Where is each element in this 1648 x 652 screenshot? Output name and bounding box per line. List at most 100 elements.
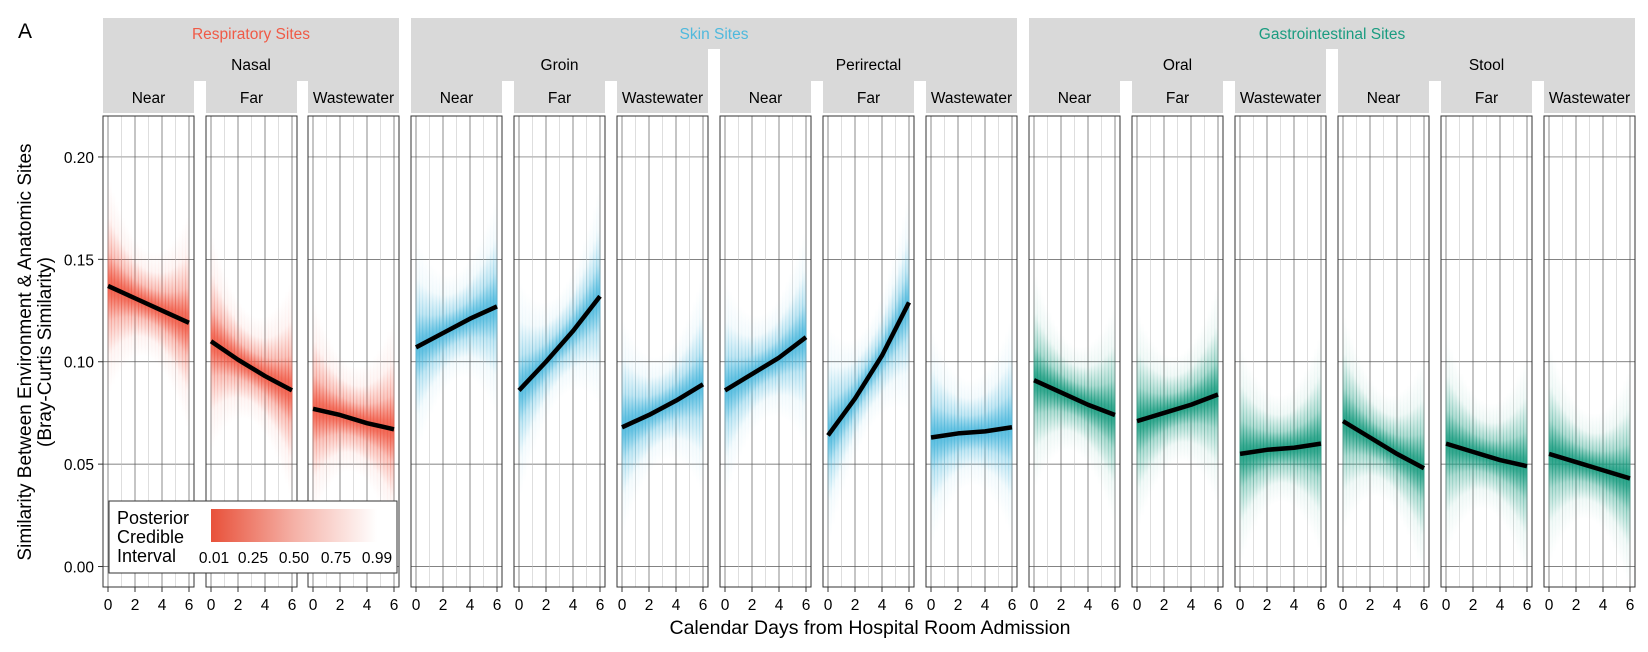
panel-border (205, 115, 298, 588)
x-tick-label: 4 (158, 597, 167, 614)
legend-title-line: Interval (117, 546, 176, 566)
x-tick-label: 2 (336, 597, 345, 614)
panel-border (1543, 115, 1636, 588)
panel-border (1440, 115, 1533, 588)
facet-panel (925, 115, 1018, 588)
x-tick-label: 4 (363, 597, 372, 614)
x-tick-label: 2 (1366, 597, 1375, 614)
panel-strip-label: Far (240, 90, 263, 107)
median-line (1033, 378, 1116, 418)
y-tick-label: 0.15 (64, 252, 94, 269)
panel-strip (617, 81, 708, 113)
panel-border (1234, 115, 1327, 588)
x-tick-label: 4 (1187, 597, 1196, 614)
panel-strip-label: Far (1166, 90, 1189, 107)
x-tick-label: 4 (672, 597, 681, 614)
x-axis-title: Calendar Days from Hospital Room Admissi… (670, 617, 1071, 639)
x-tick-label: 2 (851, 597, 860, 614)
median-line (1239, 441, 1322, 457)
x-tick-label: 0 (1339, 597, 1348, 614)
panel-letter: A (18, 20, 32, 43)
facet-panel (1234, 115, 1327, 588)
legend-title-line: Posterior (117, 508, 189, 528)
x-tick-label: 6 (1214, 597, 1223, 614)
panel-strip (823, 81, 914, 113)
panel-border (307, 115, 400, 588)
facet-panel (1028, 115, 1121, 588)
facet-panel (102, 115, 195, 588)
group-strip (411, 18, 1017, 49)
median-line (1445, 441, 1528, 469)
panel-strip-label: Far (548, 90, 571, 107)
x-tick-label: 2 (748, 597, 757, 614)
y-axis: 0.00 0.05 0.10 0.15 0.20 (64, 150, 103, 577)
x-tick-label: 0 (412, 597, 421, 614)
x-tick-label: 6 (1008, 597, 1017, 614)
panel-strip-label: Far (1475, 90, 1498, 107)
y-tick-label: 0.10 (64, 355, 95, 372)
panel-border (102, 115, 195, 588)
site-strip-label: Oral (1163, 57, 1192, 74)
group-strip (103, 18, 399, 49)
panel-strip (926, 81, 1017, 113)
median-line (209, 339, 294, 393)
x-tick-label: 2 (542, 597, 551, 614)
panel-strip (720, 81, 811, 113)
panel-strip-label: Wastewater (313, 90, 394, 107)
site-strip (1338, 49, 1635, 81)
site-strip-label: Nasal (231, 57, 271, 74)
facet-panel (719, 115, 812, 588)
group-strip-label: Skin Sites (680, 26, 749, 43)
site-strip (720, 49, 1017, 81)
x-tick-label: 6 (1111, 597, 1120, 614)
median-line (723, 335, 808, 393)
panel-strip-label: Wastewater (1549, 90, 1630, 107)
site-strip (103, 49, 399, 81)
panel-strip (1338, 81, 1429, 113)
y-axis-title: Similarity Between Environment & Anatomi… (15, 143, 36, 560)
x-tick-label: 4 (1084, 597, 1093, 614)
panel-strip (103, 81, 194, 113)
x-tick-label: 0 (824, 597, 833, 614)
x-tick-label: 2 (1057, 597, 1066, 614)
x-tick-label: 0 (1236, 597, 1245, 614)
legend-tick-label: 0.25 (238, 550, 268, 567)
x-tick-label: 6 (905, 597, 914, 614)
panel-border (1131, 115, 1224, 588)
x-tick-label: 0 (207, 597, 216, 614)
panel-strip-label: Near (132, 90, 166, 107)
facet-panel (1131, 115, 1224, 588)
x-tick-label: 0 (927, 597, 936, 614)
x-tick-label: 0 (309, 597, 318, 614)
panel-strip (1132, 81, 1223, 113)
x-tick-label: 0 (721, 597, 730, 614)
x-tick-label: 6 (596, 597, 605, 614)
x-tick-label: 2 (954, 597, 963, 614)
x-tick-label: 2 (439, 597, 448, 614)
y-axis-title-sub: (Bray-Curtis Similarity) (35, 257, 56, 447)
facet-panel (822, 115, 915, 588)
x-tick-label: 6 (1317, 597, 1326, 614)
x-tick-label: 0 (1133, 597, 1142, 614)
x-tick-label: 2 (234, 597, 243, 614)
x-tick-label: 4 (981, 597, 990, 614)
panel-border (616, 115, 709, 588)
x-tick-label: 4 (878, 597, 887, 614)
x-tick-label: 2 (1469, 597, 1478, 614)
x-tick-label: 0 (515, 597, 524, 614)
x-tick-label: 6 (1420, 597, 1429, 614)
panel-strip (1441, 81, 1532, 113)
panel-strip-label: Near (749, 90, 783, 107)
x-tick-label: 0 (1545, 597, 1554, 614)
x-tick-label: 2 (645, 597, 654, 614)
x-tick-label: 0 (1442, 597, 1451, 614)
panel-strip (411, 81, 502, 113)
panel-strip (308, 81, 399, 113)
median-line (930, 425, 1013, 440)
panel-strip (206, 81, 297, 113)
facet-panels (102, 115, 1636, 588)
facet-strips: Respiratory Sites Nasal Skin Sites Groin Per… (103, 18, 1635, 113)
panel-strip-label: Near (1058, 90, 1092, 107)
